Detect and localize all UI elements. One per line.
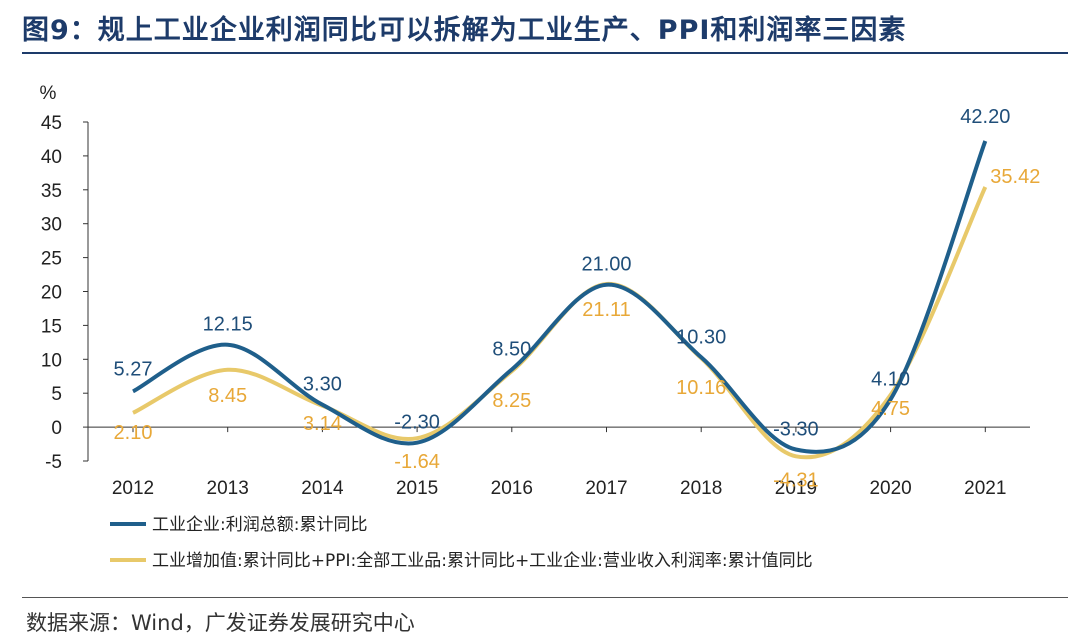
y-tick-label: 10	[41, 350, 62, 371]
legend-label-composite: 工业增加值:累计同比+PPI:全部工业品:累计同比+工业企业:营业收入利润率:累…	[152, 551, 813, 571]
y-tick-label: 45	[41, 113, 62, 134]
data-label-profit: 21.00	[581, 254, 631, 276]
chart-title: 图9：规上工业企业利润同比可以拆解为工业生产、PPI和利润率三因素	[22, 15, 907, 46]
data-label-composite: 4.75	[871, 398, 910, 420]
data-label-profit: -3.30	[773, 418, 819, 440]
data-label-profit: 3.30	[303, 374, 342, 396]
x-tick-label: 2013	[207, 478, 249, 499]
data-label-composite: -1.64	[394, 451, 440, 473]
data-label-composite: -4.31	[773, 469, 819, 491]
x-tick-label: 2017	[585, 478, 627, 499]
x-tick-label: 2012	[112, 478, 154, 499]
data-label-profit: 12.15	[203, 314, 253, 336]
y-tick-label: 5	[51, 384, 62, 405]
series-line-composite	[132, 186, 988, 460]
x-tick-label: 2015	[396, 478, 438, 499]
x-tick-label: 2016	[491, 478, 533, 499]
y-tick-label: 20	[41, 283, 62, 304]
data-label-profit: 8.50	[492, 338, 531, 360]
data-label-profit: 4.10	[871, 368, 910, 390]
data-label-composite: 35.42	[990, 166, 1040, 188]
y-tick-label: 25	[41, 249, 62, 270]
data-label-composite: 3.14	[303, 413, 342, 435]
data-label-profit: -2.30	[394, 412, 440, 434]
legend-label-profit: 工业企业:利润总额:累计同比	[152, 515, 367, 535]
data-label-composite: 8.25	[492, 390, 531, 412]
data-label-profit: 10.30	[676, 326, 726, 348]
y-tick-label: 35	[41, 181, 62, 202]
data-label-profit: 5.27	[114, 358, 153, 380]
series-line-profit	[132, 140, 988, 454]
y-tick-label: 15	[41, 316, 62, 337]
footer-divider	[22, 597, 1068, 598]
title-divider	[22, 52, 1068, 54]
x-tick-label: 2018	[680, 478, 722, 499]
x-tick-label: 2019	[775, 478, 817, 499]
y-axis-unit: %	[40, 83, 57, 104]
y-tick-label: 40	[41, 147, 62, 168]
y-tick-label: 0	[51, 418, 62, 439]
line-chart: -5 0 5 10 15 20 25 30 35 40 45% 2012 2013 2014 2015 201…	[40, 83, 1041, 571]
data-label-composite: 21.11	[582, 299, 631, 321]
data-label-profit: 42.20	[960, 106, 1010, 128]
data-label-composite: 2.10	[114, 422, 153, 444]
x-tick-label: 2021	[964, 478, 1006, 499]
data-label-composite: 10.16	[676, 377, 726, 399]
data-label-composite: 8.45	[208, 385, 247, 407]
x-tick-label: 2020	[869, 478, 911, 499]
y-tick-label: 30	[41, 215, 62, 236]
x-tick-label: 2014	[301, 478, 344, 499]
source-note: 数据来源：Wind，广发证券发展研究中心	[26, 611, 415, 635]
y-tick-label: -5	[45, 452, 62, 473]
